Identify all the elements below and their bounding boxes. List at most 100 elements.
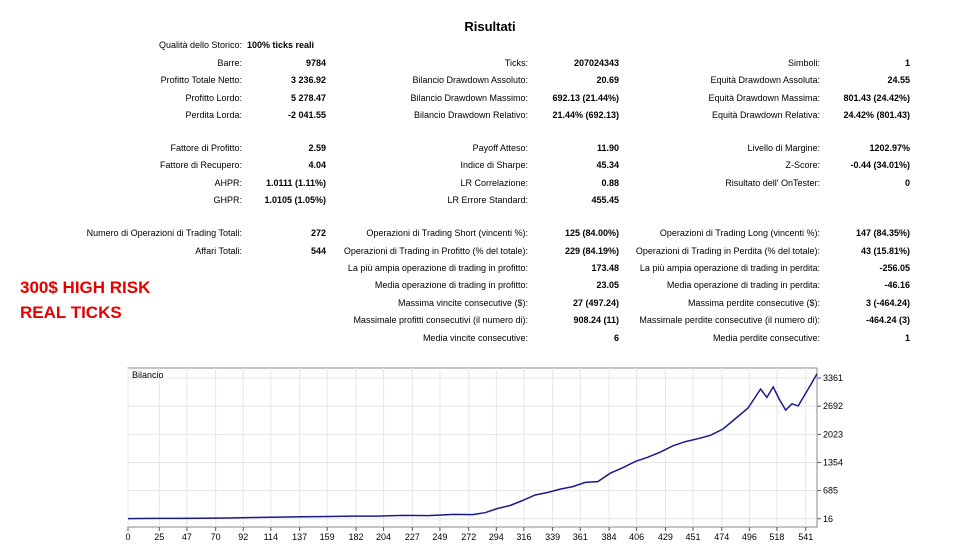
x-tick-label: 159 [320, 532, 335, 542]
report-label: Simboli: [787, 58, 820, 68]
report-value: 544 [310, 246, 326, 256]
report-value: 801.43 (24.42%) [843, 93, 910, 103]
report-label: La più ampia operazione di trading in pe… [639, 263, 820, 273]
overlay-line-2: REAL TICKS [20, 303, 122, 322]
x-tick-label: 451 [685, 532, 700, 542]
report-value: 27 (497.24) [572, 298, 619, 308]
y-tick-label: 1354 [823, 457, 843, 467]
y-tick-label: 2692 [823, 401, 843, 411]
report-value: 1.0111 (1.11%) [265, 178, 326, 188]
report-label: Livello di Margine: [747, 143, 820, 153]
y-tick-label: 2023 [823, 429, 843, 439]
report-label: AHPR: [214, 178, 242, 188]
x-tick-label: 361 [573, 532, 588, 542]
report-label: Risultato dell' OnTester: [725, 178, 820, 188]
report-value: 2.59 [308, 143, 326, 153]
report-value: -256.05 [879, 263, 910, 273]
report-value: 455.45 [591, 195, 619, 205]
report-label: Fattore di Profitto: [170, 143, 242, 153]
report-label: Profitto Totale Netto: [160, 75, 242, 85]
report-value: -0.44 (34.01%) [850, 160, 910, 170]
report-label: Media perdite consecutive: [712, 333, 820, 343]
x-tick-label: 92 [238, 532, 248, 542]
report-value: 1202.97% [869, 143, 910, 153]
report-value: 11.90 [596, 143, 619, 153]
report-label: Media operazione di trading in perdita: [666, 280, 820, 290]
report-value: 45.34 [596, 160, 619, 170]
report-label: Operazioni di Trading Short (vincenti %)… [366, 228, 528, 238]
report-value: 1 [904, 333, 910, 343]
x-tick-label: 249 [432, 532, 447, 542]
report-value: 23.05 [596, 280, 619, 290]
report-value: 207024343 [573, 58, 619, 68]
y-tick-label: 685 [823, 486, 838, 496]
x-tick-label: 406 [629, 532, 644, 542]
report-value: 229 (84.19%) [564, 246, 619, 256]
report-value: 692.13 (21.44%) [552, 93, 619, 103]
report-label: Operazioni di Trading Long (vincenti %): [659, 228, 820, 238]
report-value: -464.24 (3) [865, 315, 910, 325]
report-label: Massimale perdite consecutive (il numero… [639, 315, 820, 325]
x-tick-label: 0 [125, 532, 130, 542]
report-value: 3 236.92 [290, 75, 326, 85]
report-value: 5 278.47 [290, 93, 326, 103]
report-value: 4.04 [308, 160, 326, 170]
report-label: Equità Drawdown Relativa: [711, 110, 820, 120]
report-label: Z-Score: [785, 160, 820, 170]
report-label: Qualità dello Storico: [158, 40, 242, 50]
report-label: Equità Drawdown Assoluta: [710, 75, 820, 85]
report-label: Barre: [217, 58, 242, 68]
report-label: Bilancio Drawdown Assoluto: [412, 75, 528, 85]
x-tick-label: 204 [376, 532, 391, 542]
x-tick-label: 541 [798, 532, 813, 542]
report-label: Ticks: [504, 58, 528, 68]
report-label: LR Errore Standard: [447, 195, 528, 205]
report-value: 9784 [305, 58, 326, 68]
report-label: Equità Drawdown Massima: [708, 93, 820, 103]
x-tick-label: 496 [742, 532, 757, 542]
report-value: 20.69 [596, 75, 619, 85]
x-tick-label: 272 [461, 532, 476, 542]
report-value: 147 (84.35%) [855, 228, 910, 238]
report-label: Payoff Atteso: [472, 143, 528, 153]
report-label: Media vincite consecutive: [422, 333, 528, 343]
x-tick-label: 47 [182, 532, 192, 542]
report-label: Indice di Sharpe: [460, 160, 528, 170]
report-value: 125 (84.00%) [564, 228, 619, 238]
report-value: 1.0105 (1.05%) [264, 195, 326, 205]
plot-area [127, 367, 818, 528]
report-label: Fattore di Recupero: [159, 160, 242, 170]
x-tick-label: 137 [292, 532, 307, 542]
x-tick-label: 114 [264, 532, 278, 542]
report-value: 21.44% (692.13) [552, 110, 619, 120]
report-value: 272 [310, 228, 326, 238]
report-label: Bilancio Drawdown Massimo: [410, 93, 528, 103]
report-label: Operazioni di Trading in Profitto (% del… [343, 246, 528, 256]
report-label: LR Correlazione: [460, 178, 528, 188]
chart-title: Bilancio [132, 370, 164, 380]
y-tick-label: 3361 [823, 373, 843, 383]
report-label: Bilancio Drawdown Relativo: [413, 110, 528, 120]
report-label: La più ampia operazione di trading in pr… [347, 263, 528, 273]
report-label: Perdita Lorda: [185, 110, 242, 120]
report-label: Numero di Operazioni di Trading Totali: [86, 228, 242, 238]
report-label: Operazioni di Trading in Perdita (% del … [635, 246, 820, 256]
report-label: Media operazione di trading in profitto: [374, 280, 528, 290]
x-tick-label: 384 [602, 532, 617, 542]
x-tick-label: 429 [658, 532, 673, 542]
report-value: 24.55 [887, 75, 910, 85]
x-tick-label: 25 [154, 532, 164, 542]
report-value: 43 (15.81%) [860, 246, 910, 256]
report-label: Massima perdite consecutive ($): [687, 298, 820, 308]
report-value: 3 (-464.24) [865, 298, 910, 308]
report-title: Risultati [464, 19, 516, 34]
report-value: 0.88 [601, 178, 619, 188]
x-tick-label: 339 [545, 532, 560, 542]
report-label: Profitto Lordo: [185, 93, 242, 103]
y-tick-label: 16 [823, 514, 833, 524]
overlay-line-1: 300$ HIGH RISK [20, 278, 151, 297]
report-value: 173.48 [591, 263, 619, 273]
report-label: Massima vincite consecutive ($): [397, 298, 528, 308]
report-value: 0 [904, 178, 910, 188]
